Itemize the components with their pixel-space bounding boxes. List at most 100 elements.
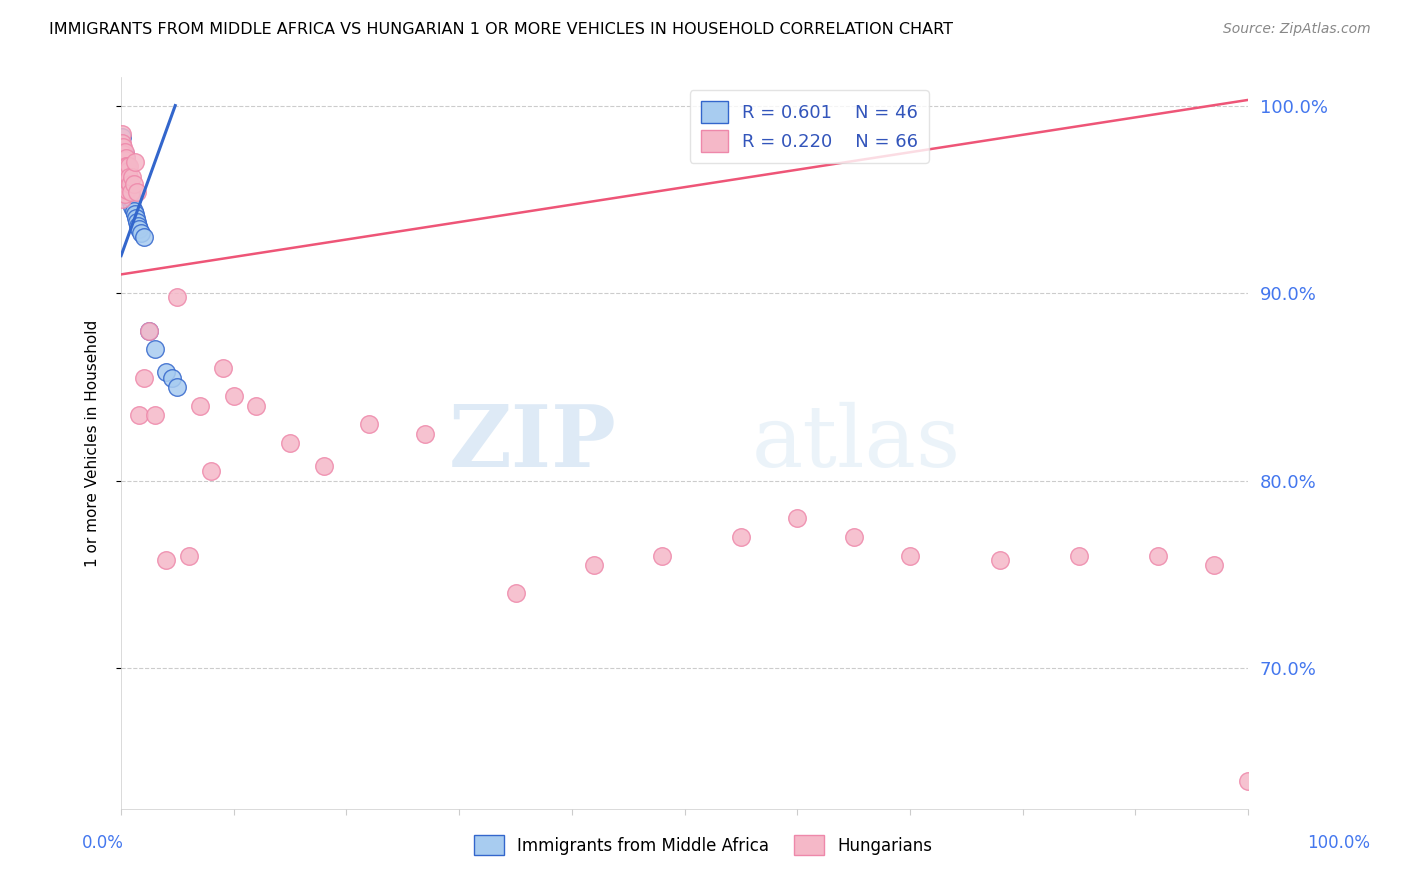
Point <box>786 511 808 525</box>
Point <box>200 464 222 478</box>
Point <box>138 324 160 338</box>
Point <box>120 185 142 199</box>
Point <box>245 399 267 413</box>
Point <box>124 207 146 221</box>
Point <box>112 173 135 187</box>
Point <box>111 183 134 197</box>
Point <box>115 157 138 171</box>
Point <box>114 153 136 167</box>
Point <box>118 181 141 195</box>
Point <box>211 361 233 376</box>
Point <box>312 458 335 473</box>
Point <box>114 173 136 187</box>
Point <box>114 178 136 192</box>
Point <box>114 151 136 165</box>
Point <box>111 173 134 187</box>
Point <box>415 426 437 441</box>
Point <box>155 365 177 379</box>
Point <box>117 169 139 184</box>
Point <box>651 549 673 563</box>
Legend: R = 0.601    N = 46, R = 0.220    N = 66: R = 0.601 N = 46, R = 0.220 N = 66 <box>690 90 929 163</box>
Point <box>898 549 921 563</box>
Point <box>842 530 865 544</box>
Point <box>1204 558 1226 573</box>
Point <box>111 154 134 169</box>
Point <box>114 151 136 165</box>
Point <box>114 159 136 173</box>
Point <box>112 145 135 160</box>
Point <box>114 166 136 180</box>
Point <box>114 153 136 167</box>
Point <box>117 164 139 178</box>
Point <box>115 173 138 187</box>
Point <box>114 161 136 175</box>
Point <box>117 185 139 199</box>
Point <box>115 162 138 177</box>
Point <box>128 408 150 422</box>
Point <box>120 178 142 192</box>
Point <box>114 178 136 192</box>
Text: IMMIGRANTS FROM MIDDLE AFRICA VS HUNGARIAN 1 OR MORE VEHICLES IN HOUSEHOLD CORRE: IMMIGRANTS FROM MIDDLE AFRICA VS HUNGARI… <box>49 22 953 37</box>
Point <box>988 552 1011 566</box>
Point <box>111 127 134 141</box>
Point <box>117 178 139 192</box>
Point <box>125 211 148 226</box>
Point <box>131 226 153 240</box>
Point <box>143 343 166 357</box>
Text: Source: ZipAtlas.com: Source: ZipAtlas.com <box>1223 22 1371 37</box>
Point <box>111 145 134 160</box>
Point <box>112 151 135 165</box>
Point <box>114 169 136 184</box>
Point <box>278 436 301 450</box>
Point <box>114 178 136 192</box>
Point <box>1237 773 1260 788</box>
Point <box>122 203 145 218</box>
Point <box>111 136 134 150</box>
Point <box>160 370 183 384</box>
Point <box>112 183 135 197</box>
Text: atlas: atlas <box>752 401 962 485</box>
Point <box>114 159 136 173</box>
Point <box>111 193 134 207</box>
Point <box>112 164 135 178</box>
Point <box>114 145 136 160</box>
Point <box>114 147 136 161</box>
Point <box>125 185 148 199</box>
Point <box>115 166 138 180</box>
Point <box>120 193 142 207</box>
Point <box>114 186 136 201</box>
Point <box>730 530 752 544</box>
Point <box>222 389 245 403</box>
Point <box>122 178 145 192</box>
Point <box>115 168 138 182</box>
Legend: Immigrants from Middle Africa, Hungarians: Immigrants from Middle Africa, Hungarian… <box>467 829 939 862</box>
Point <box>111 130 134 145</box>
Point <box>112 140 135 154</box>
Point <box>112 159 135 173</box>
Point <box>143 408 166 422</box>
Point <box>583 558 606 573</box>
Y-axis label: 1 or more Vehicles in Household: 1 or more Vehicles in Household <box>86 319 100 566</box>
Point <box>115 183 138 197</box>
Point <box>112 154 135 169</box>
Point <box>112 147 135 161</box>
Point <box>115 173 138 187</box>
Point <box>357 417 380 432</box>
Point <box>118 169 141 184</box>
Text: 0.0%: 0.0% <box>82 834 124 852</box>
Point <box>132 370 155 384</box>
Point <box>115 159 138 173</box>
Point <box>188 399 211 413</box>
Point <box>121 193 143 207</box>
Point <box>114 164 136 178</box>
Point <box>117 173 139 187</box>
Point <box>166 380 188 394</box>
Point <box>120 196 142 211</box>
Point <box>128 222 150 236</box>
Point <box>118 188 141 202</box>
Point <box>111 154 134 169</box>
Point <box>155 552 177 566</box>
Point <box>120 188 142 202</box>
Point <box>121 169 143 184</box>
Point <box>111 140 134 154</box>
